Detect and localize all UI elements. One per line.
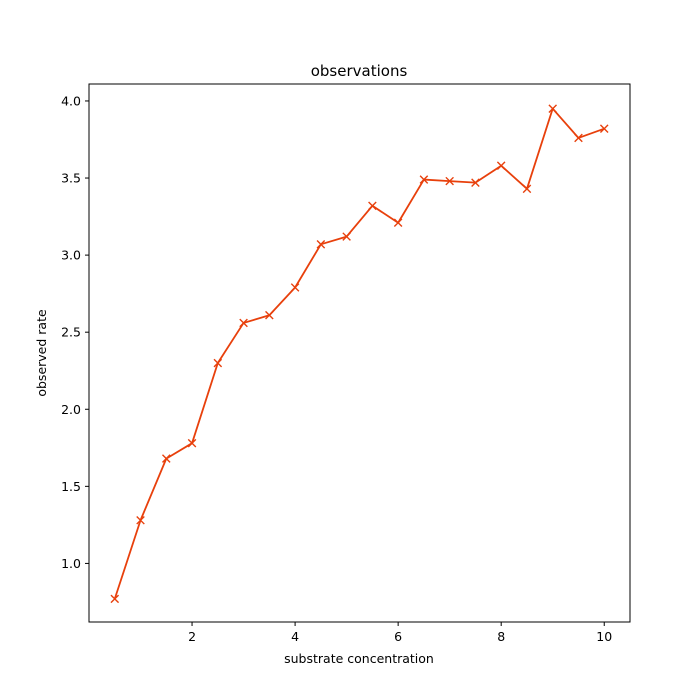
- y-tick-label: 1.0: [61, 556, 81, 571]
- x-tick-label: 8: [497, 629, 505, 644]
- y-axis-label: observed rate: [34, 309, 49, 397]
- data-point-marker: [161, 454, 171, 463]
- y-tick-label: 2.0: [61, 402, 81, 417]
- data-point-marker: [419, 175, 429, 184]
- data-point-marker: [548, 104, 558, 113]
- data-point-marker: [496, 161, 506, 170]
- data-point-marker: [316, 240, 326, 249]
- y-tick-label: 1.5: [61, 479, 81, 494]
- data-point-marker: [110, 594, 120, 604]
- x-tick-label: 6: [394, 629, 402, 644]
- x-axis-label: substrate concentration: [284, 651, 434, 666]
- chart-title: observations: [311, 62, 408, 80]
- data-point-marker: [265, 310, 274, 320]
- x-tick-label: 10: [596, 629, 612, 644]
- y-tick-label: 3.0: [61, 248, 81, 263]
- data-point-marker: [290, 283, 300, 292]
- data-point-marker: [393, 218, 403, 228]
- y-tick-label: 2.5: [61, 325, 81, 340]
- x-tick-label: 2: [188, 629, 196, 644]
- data-point-marker: [368, 201, 377, 211]
- data-point-marker: [239, 318, 248, 328]
- axes-frame: [88, 83, 631, 623]
- y-tick-label: 3.5: [61, 171, 81, 186]
- data-point-marker: [445, 176, 454, 186]
- data-point-marker: [522, 184, 532, 194]
- x-tick-label: 4: [291, 629, 299, 644]
- series-line: [113, 107, 605, 600]
- data-point-marker: [342, 232, 351, 241]
- data-point-marker: [187, 438, 197, 448]
- data-point-marker: [471, 178, 480, 187]
- y-tick-label: 4.0: [61, 93, 81, 108]
- plot-area: 2 4 6 8 10 1.0 1.5 2.0 2.5 3.0 3.5 4.0: [61, 83, 631, 644]
- data-point-marker: [213, 358, 223, 368]
- data-point-marker: [136, 515, 145, 525]
- data-point-marker: [574, 133, 583, 143]
- data-point-marker: [599, 124, 609, 133]
